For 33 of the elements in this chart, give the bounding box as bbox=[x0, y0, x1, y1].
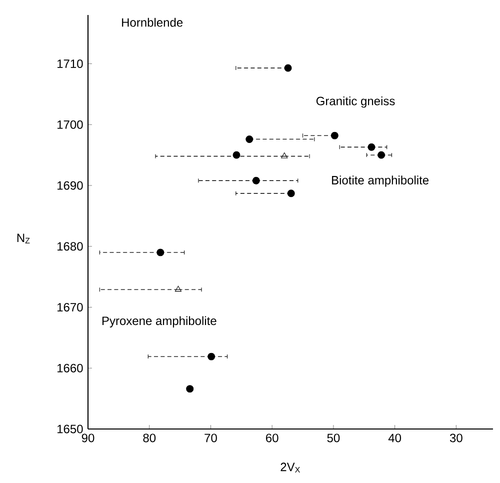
x-tick-label: 60 bbox=[266, 434, 278, 442]
point bbox=[156, 248, 164, 256]
y-axis-title: N$_{Z}$ bbox=[17, 234, 30, 244]
text: Pyroxene amphibolite bbox=[102, 316, 216, 328]
x-tick-label: 30 bbox=[450, 434, 462, 442]
series-label: Biotite amphibolite bbox=[332, 176, 429, 187]
point bbox=[368, 143, 376, 151]
y-tick-label: 1710 bbox=[58, 59, 83, 68]
x-axis-title: 2V$_{X}$ bbox=[280, 462, 300, 472]
y-tick-label: 1660 bbox=[58, 364, 83, 372]
x-tick-label: 90 bbox=[82, 434, 94, 442]
x-tick-label: 40 bbox=[388, 434, 402, 442]
x-tick-label: 80 bbox=[143, 434, 156, 442]
point bbox=[378, 151, 386, 159]
point bbox=[186, 385, 194, 393]
point bbox=[284, 64, 292, 72]
point bbox=[287, 190, 295, 198]
point bbox=[232, 151, 240, 159]
point bbox=[246, 135, 254, 143]
x-tick-label: 70 bbox=[204, 434, 217, 442]
y-tick-label: 1690 bbox=[58, 181, 83, 190]
y-tick-label: 1650 bbox=[58, 424, 83, 434]
y-tick-label: 1680 bbox=[58, 242, 83, 251]
x-tick-label: 50 bbox=[327, 434, 340, 442]
y-tick-label: 1670 bbox=[58, 302, 83, 312]
point bbox=[330, 132, 338, 140]
point bbox=[252, 176, 260, 184]
text: Granitic gneiss bbox=[316, 96, 395, 108]
point bbox=[208, 352, 216, 360]
chart-title: Hornblende bbox=[122, 18, 183, 27]
y-tick-label: 1700 bbox=[58, 120, 83, 129]
point bbox=[174, 286, 182, 292]
point bbox=[281, 152, 288, 158]
